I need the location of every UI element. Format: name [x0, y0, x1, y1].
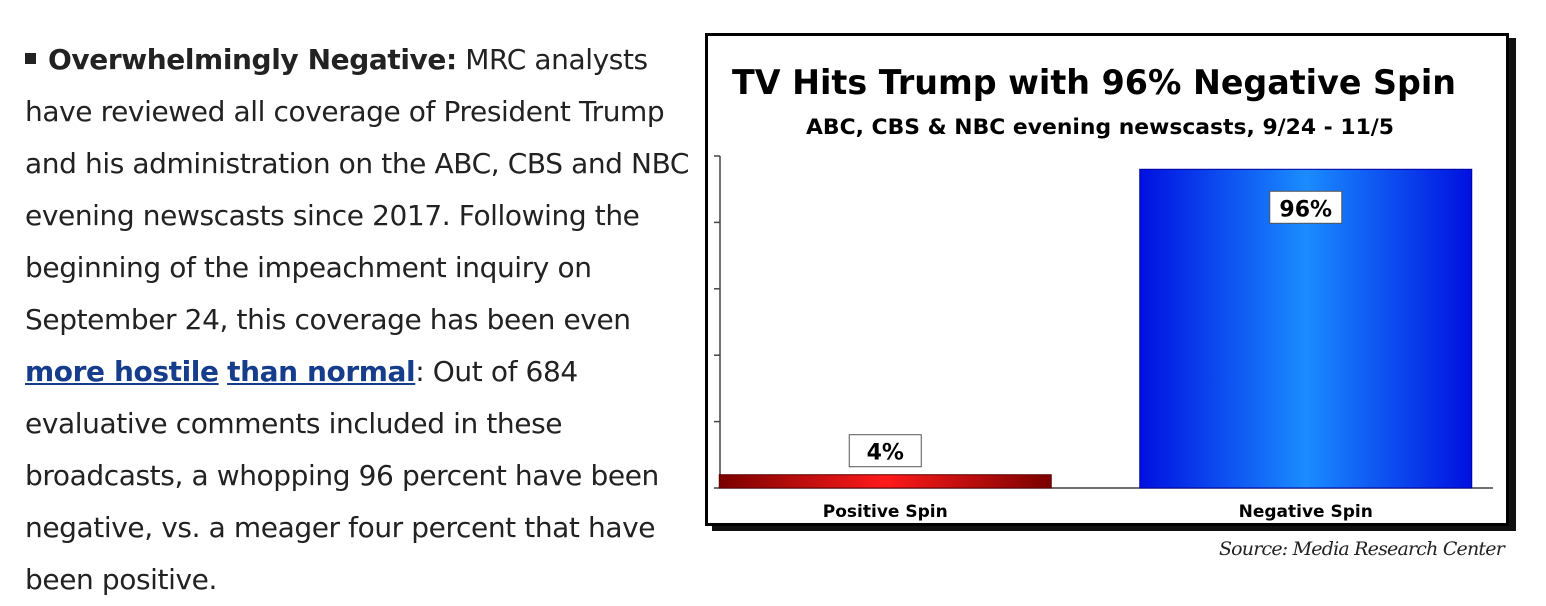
- data-label-box: [1269, 190, 1343, 224]
- article-paragraph: Overwhelmingly Negative: MRC analysts ha…: [25, 34, 690, 606]
- link-more-hostile[interactable]: more hostile: [25, 355, 219, 388]
- chart-title: TV Hits Trump with 96% Negative Spin: [732, 63, 1456, 103]
- bar-chart: TV Hits Trump with 96% Negative Spin ABC…: [714, 63, 1493, 522]
- paragraph-heading: Overwhelmingly Negative:: [48, 43, 457, 76]
- data-label: 96%: [1279, 197, 1332, 222]
- paragraph-text: MRC analysts have reviewed all coverage …: [25, 43, 690, 336]
- chart-subtitle: ABC, CBS & NBC evening newscasts, 9/24 -…: [806, 115, 1394, 139]
- bar-positive-spin: [718, 474, 1052, 489]
- chart-frame: TV Hits Trump with 96% Negative Spin ABC…: [705, 33, 1509, 526]
- bullet-icon: [25, 52, 36, 64]
- x-tick-label: Positive Spin: [823, 502, 948, 522]
- chart-source: Source: Media Research Center: [1218, 538, 1505, 560]
- paragraph-text-2: : Out of 684 evaluative comments include…: [25, 355, 659, 596]
- space: [219, 355, 228, 388]
- data-label-box: [848, 434, 922, 468]
- x-tick-label: Negative Spin: [1239, 502, 1373, 522]
- link-than-normal[interactable]: than normal: [227, 355, 416, 388]
- data-label: 4%: [867, 441, 904, 466]
